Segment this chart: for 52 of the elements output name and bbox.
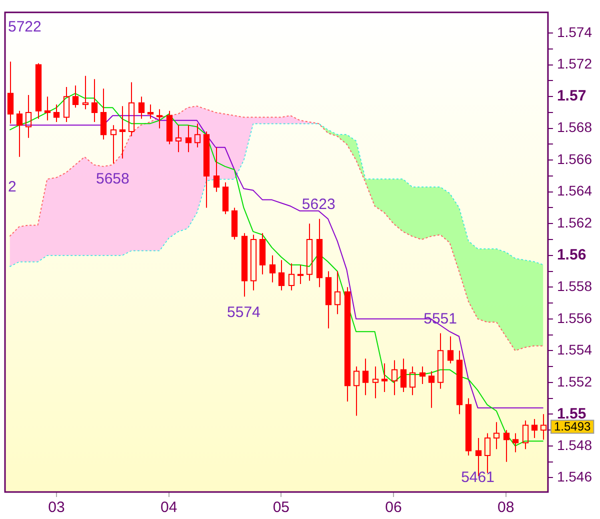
y-tick-label: 1.568 <box>556 119 592 136</box>
candlestick <box>306 223 313 282</box>
y-tick-label: 1.548 <box>556 436 592 453</box>
annotation: 5574 <box>227 304 260 321</box>
x-tick-label: 08 <box>497 499 514 516</box>
candlestick <box>353 366 360 416</box>
candlestick <box>437 332 444 390</box>
candlestick <box>250 234 257 291</box>
candlestick <box>409 366 416 396</box>
annotation: 2 <box>8 178 16 196</box>
annotation: 5658 <box>96 170 130 188</box>
candlestick <box>63 86 70 122</box>
x-tick-label: 03 <box>48 499 65 516</box>
y-tick-label: 1.572 <box>556 56 592 72</box>
candlestick <box>372 366 379 399</box>
annotation: 5551 <box>424 310 457 328</box>
candlestick <box>493 422 500 450</box>
y-tick-label: 1.57 <box>556 88 586 105</box>
y-tick-label: 1.558 <box>556 278 592 294</box>
y-tick-label: 1.566 <box>556 150 592 167</box>
candlestick <box>334 270 341 315</box>
x-tick-label: 06 <box>385 499 402 516</box>
y-tick-label: 1.55 <box>556 405 586 422</box>
candlestick <box>288 262 295 291</box>
y-tick-label: 1.56 <box>556 246 586 264</box>
x-tick-label: 05 <box>272 499 290 516</box>
y-tick-label: 1.546 <box>556 468 592 485</box>
candlestick <box>82 75 89 110</box>
line-series <box>9 106 544 352</box>
text: 1.5493 <box>554 420 591 434</box>
y-tick-label: 1.554 <box>556 342 592 358</box>
candlestick <box>297 264 304 284</box>
line-series <box>9 123 544 267</box>
candlestick <box>540 414 547 440</box>
y-tick-label: 1.562 <box>556 214 592 230</box>
candlestick <box>391 360 398 396</box>
candlestick <box>484 432 491 474</box>
y-tick-label: 1.564 <box>556 182 592 199</box>
annotation: 5623 <box>302 196 336 213</box>
candlestick <box>194 123 201 148</box>
y-tick-label: 1.574 <box>556 24 592 40</box>
candlestick <box>25 94 32 138</box>
candlestick <box>522 420 529 450</box>
candlestick <box>156 108 163 129</box>
y-tick-label: 1.552 <box>556 373 592 390</box>
x-tick-label: 04 <box>160 499 178 516</box>
annotation: 5461 <box>461 469 494 486</box>
candlestick <box>175 124 182 153</box>
candlestick <box>110 124 117 164</box>
annotation: 5722 <box>8 18 42 36</box>
candlestick <box>128 82 135 137</box>
y-tick-label: 1.556 <box>556 310 592 326</box>
